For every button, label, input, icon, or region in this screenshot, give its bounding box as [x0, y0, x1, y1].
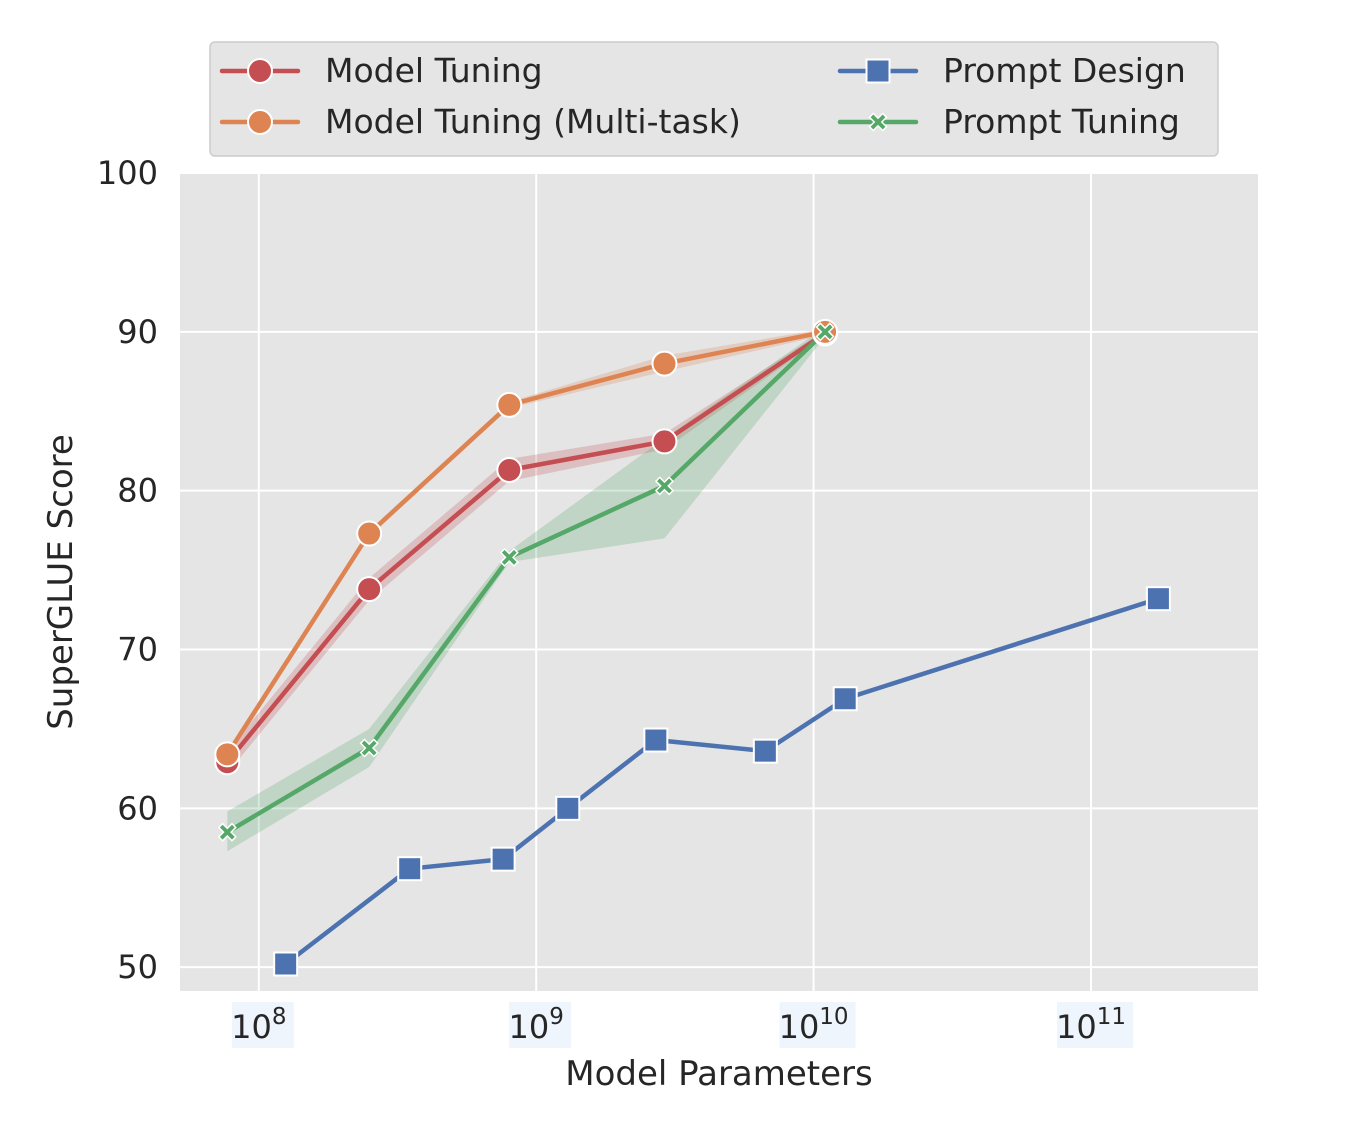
- y-tick-label: 70: [117, 631, 158, 669]
- x-axis-title: Model Parameters: [565, 1054, 873, 1094]
- prompt-design-point: [832, 686, 858, 712]
- legend: Model Tuning Model Tuning (Multi-task) Pro…: [209, 41, 1219, 157]
- prompt-tuning-point: [217, 822, 237, 842]
- x-tick-label: 1010: [779, 1004, 849, 1046]
- legend-prompt-design-label: Prompt Design: [943, 51, 1186, 90]
- x-tick-label: 108: [231, 1004, 286, 1046]
- prompt-tuning-point: [654, 476, 675, 496]
- x-tick-base: 10: [509, 1008, 550, 1046]
- model-tuning-multi-task-point: [214, 741, 241, 768]
- y-tick-label: 80: [117, 472, 158, 510]
- model-tuning-multi-task-point: [356, 520, 383, 547]
- x-tick-background: [231, 1002, 294, 1048]
- legend-prompt-design-marker: [865, 58, 891, 84]
- prompt-design-point: [752, 738, 778, 764]
- prompt-design-point: [555, 795, 581, 821]
- prompt-design-line: [283, 596, 1161, 967]
- x-tick-background: [1056, 1002, 1133, 1048]
- model-tuning-multi-task-point: [651, 350, 678, 377]
- legend-prompt-tuning-label: Prompt Tuning: [943, 102, 1180, 141]
- y-tick-labels: 50 60 70 80 90 100: [97, 154, 158, 986]
- y-axis-title: SuperGLUE Score: [41, 434, 81, 730]
- legend-model-tuning-multi-task-marker: [247, 109, 273, 135]
- x-tick-exponent: 8: [272, 1004, 287, 1030]
- plot-background: [180, 173, 1258, 991]
- prompt-design-point: [397, 856, 423, 882]
- x-tick-base: 10: [231, 1008, 272, 1046]
- prompt-tuning-point: [815, 322, 835, 342]
- x-tick-base: 10: [1056, 1008, 1097, 1046]
- legend-model-tuning-multi-task-label: Model Tuning (Multi-task): [325, 102, 741, 141]
- grid-lines: [180, 172, 1258, 991]
- x-tick-labels: 108 109 1010 1011: [231, 1002, 1133, 1048]
- x-tick-base: 10: [779, 1008, 820, 1046]
- model-tuning-point: [651, 428, 678, 455]
- y-tick-label: 90: [117, 313, 158, 351]
- y-tick-label: 100: [97, 154, 158, 192]
- model-tuning-multi-task-point: [496, 391, 523, 418]
- prompt-design-point: [273, 951, 299, 977]
- x-tick-exponent: 9: [549, 1004, 564, 1030]
- x-tick-label: 109: [509, 1004, 564, 1046]
- model-tuning-point: [496, 457, 523, 484]
- x-tick-label: 1011: [1056, 1004, 1126, 1046]
- x-tick-exponent: 11: [1097, 1004, 1126, 1030]
- x-tick-exponent: 10: [819, 1004, 848, 1030]
- prompt-tuning-band: [227, 327, 826, 852]
- prompt-tuning-point: [499, 547, 519, 567]
- prompt-tuning-point: [359, 738, 379, 758]
- prompt-design-point: [490, 846, 516, 872]
- legend-model-tuning-marker: [247, 58, 273, 84]
- series-markers: [214, 318, 1171, 977]
- prompt-design-point: [643, 727, 669, 753]
- legend-prompt-tuning-marker: [868, 112, 888, 132]
- y-tick-label: 60: [117, 789, 158, 827]
- model-tuning-point: [356, 576, 383, 603]
- legend-model-tuning-label: Model Tuning: [325, 51, 543, 90]
- prompt-design-point: [1145, 586, 1171, 612]
- x-tick-background: [509, 1002, 572, 1048]
- legend-box: [209, 41, 1219, 157]
- x-tick-background: [779, 1002, 856, 1048]
- y-tick-label: 50: [117, 948, 158, 986]
